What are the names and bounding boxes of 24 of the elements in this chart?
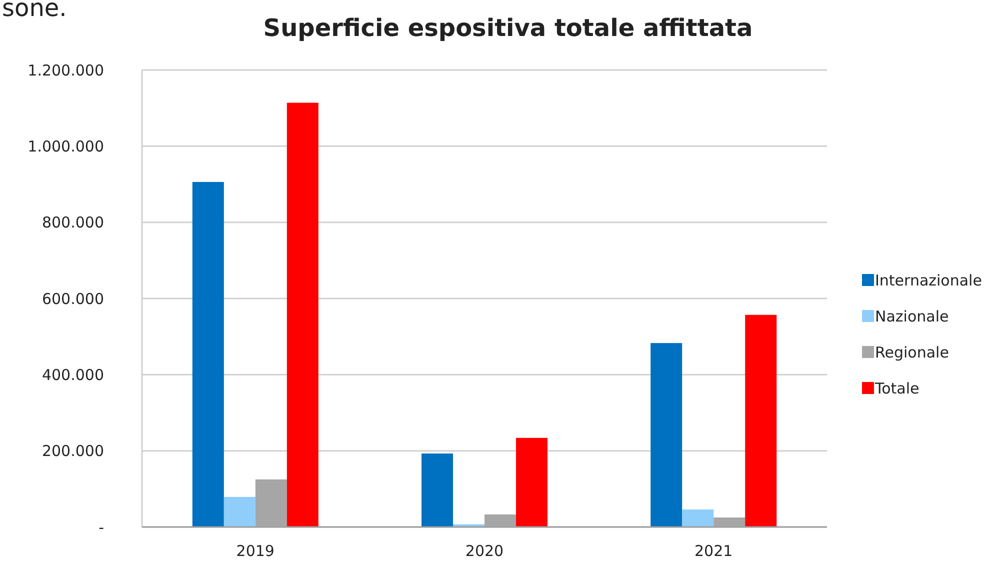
legend-label: Totale: [874, 379, 920, 398]
y-tick-label: 1.200.000: [28, 61, 104, 80]
bar: [286, 102, 318, 527]
y-tick-label: 800.000: [42, 214, 104, 232]
legend-label: Internazionale: [875, 271, 982, 290]
bar: [682, 509, 714, 527]
x-tick-label: 2019: [236, 542, 274, 560]
legend-label: Regionale: [875, 343, 949, 362]
y-tick-label: 600.000: [42, 290, 104, 308]
chart-title: Superficie espositiva totale affittata: [263, 14, 753, 42]
bar: [422, 454, 453, 527]
legend-label: Nazionale: [875, 307, 949, 326]
y-tick-label: -: [98, 518, 104, 536]
bar: [192, 182, 224, 527]
y-tick-label: 400.000: [42, 366, 104, 384]
x-tick-label: 2021: [694, 542, 733, 560]
bar: [650, 343, 682, 527]
text: sone.: [2, 0, 67, 22]
x-tick-label: 2020: [465, 542, 504, 560]
bar: [745, 314, 777, 527]
bar: [224, 496, 256, 527]
bar: [516, 438, 548, 527]
y-tick-label: 200.000: [42, 442, 104, 460]
y-tick-label: 1.000.000: [28, 137, 104, 156]
